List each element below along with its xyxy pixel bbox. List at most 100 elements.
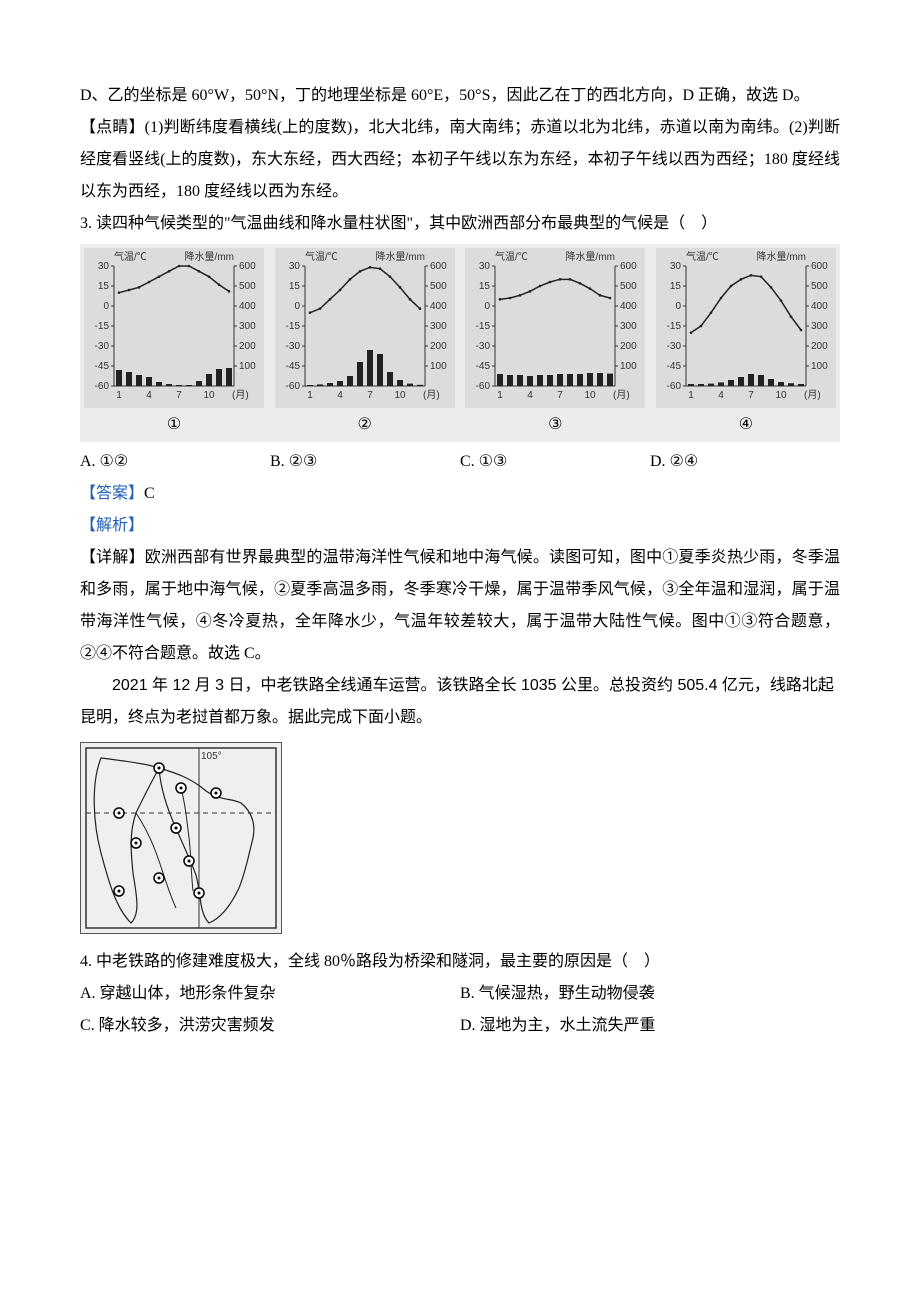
svg-text:200: 200 (811, 341, 828, 352)
chart-label-2: ② (275, 408, 455, 438)
svg-text:30: 30 (479, 261, 491, 272)
svg-text:500: 500 (620, 281, 637, 292)
svg-text:1: 1 (688, 390, 694, 401)
svg-text:4: 4 (528, 390, 534, 401)
svg-text:600: 600 (811, 261, 828, 272)
svg-text:400: 400 (239, 301, 256, 312)
climate-chart-1: 30150-15-30-45-6060050040030020010014710… (84, 248, 264, 408)
svg-text:-60: -60 (95, 381, 110, 392)
svg-text:200: 200 (430, 341, 447, 352)
svg-text:7: 7 (367, 390, 373, 401)
passage-line1: 2021 年 12 月 3 日，中老铁路全线通车运营。该铁路全长 1035 公里… (80, 670, 840, 702)
svg-text:(月): (月) (232, 389, 249, 401)
svg-text:气温/℃: 气温/℃ (686, 250, 719, 263)
svg-text:10: 10 (775, 390, 787, 401)
svg-text:15: 15 (479, 281, 491, 292)
svg-text:降水量/mm: 降水量/mm (566, 250, 615, 263)
svg-text:600: 600 (620, 261, 637, 272)
climate-chart-4: 30150-15-30-45-6060050040030020010014710… (656, 248, 836, 408)
svg-text:气温/℃: 气温/℃ (114, 250, 147, 263)
q4-choices-row2: C. 降水较多，洪涝灾害频发 D. 湿地为主，水土流失严重 (80, 1010, 840, 1042)
svg-text:7: 7 (558, 390, 564, 401)
svg-text:300: 300 (430, 321, 447, 332)
svg-text:300: 300 (811, 321, 828, 332)
svg-text:4: 4 (337, 390, 343, 401)
svg-text:300: 300 (620, 321, 637, 332)
svg-text:600: 600 (239, 261, 256, 272)
svg-text:500: 500 (811, 281, 828, 292)
svg-text:105°: 105° (201, 751, 222, 762)
climate-chart-row: 30150-15-30-45-6060050040030020010014710… (80, 244, 840, 442)
q3-choice-d: D. ②④ (650, 446, 840, 478)
svg-text:-30: -30 (476, 341, 491, 352)
svg-text:10: 10 (394, 390, 406, 401)
q4-choice-a: A. 穿越山体，地形条件复杂 (80, 978, 460, 1010)
svg-text:1: 1 (498, 390, 504, 401)
svg-text:10: 10 (585, 390, 597, 401)
q3-explain-label: 【解析】 (80, 510, 840, 542)
svg-text:15: 15 (670, 281, 682, 292)
svg-text:200: 200 (620, 341, 637, 352)
q4-choice-b: B. 气候湿热，野生动物侵袭 (460, 978, 840, 1010)
svg-text:15: 15 (289, 281, 301, 292)
svg-text:10: 10 (203, 390, 215, 401)
page: D、乙的坐标是 60°W，50°N，丁的地理坐标是 60°E，50°S，因此乙在… (0, 0, 920, 1302)
svg-text:-45: -45 (667, 361, 682, 372)
svg-text:-60: -60 (667, 381, 682, 392)
svg-text:400: 400 (430, 301, 447, 312)
svg-text:0: 0 (294, 301, 300, 312)
svg-text:1: 1 (116, 390, 122, 401)
chart-label-1: ① (84, 408, 264, 438)
q3-choice-a: A. ①② (80, 446, 270, 478)
chart-panel-3: 30150-15-30-45-6060050040030020010014710… (465, 248, 645, 438)
tip-paragraph: 【点睛】(1)判断纬度看横线(上的度数)，北大北纬，南大南纬；赤道以北为北纬，赤… (80, 112, 840, 208)
svg-text:-30: -30 (95, 341, 110, 352)
q3-choice-c: C. ①③ (460, 446, 650, 478)
svg-text:-60: -60 (476, 381, 491, 392)
svg-text:气温/℃: 气温/℃ (495, 250, 528, 263)
chart-label-3: ③ (465, 408, 645, 438)
svg-text:300: 300 (239, 321, 256, 332)
svg-text:500: 500 (239, 281, 256, 292)
svg-text:0: 0 (675, 301, 681, 312)
svg-text:7: 7 (748, 390, 754, 401)
svg-text:30: 30 (670, 261, 682, 272)
svg-text:-15: -15 (476, 321, 491, 332)
svg-text:-45: -45 (476, 361, 491, 372)
paragraph-d: D、乙的坐标是 60°W，50°N，丁的地理坐标是 60°E，50°S，因此乙在… (80, 80, 840, 112)
q3-detail: 【详解】欧洲西部有世界最典型的温带海洋性气候和地中海气候。读图可知，图中①夏季炎… (80, 542, 840, 670)
chart-label-4: ④ (656, 408, 836, 438)
map-svg: 105° (80, 742, 282, 934)
svg-text:-15: -15 (285, 321, 300, 332)
svg-text:600: 600 (430, 261, 447, 272)
svg-text:降水量/mm: 降水量/mm (185, 250, 234, 263)
svg-text:30: 30 (98, 261, 110, 272)
svg-text:4: 4 (718, 390, 724, 401)
map-figure: 105° (80, 742, 840, 934)
svg-text:-30: -30 (667, 341, 682, 352)
climate-chart-2: 30150-15-30-45-6060050040030020010014710… (275, 248, 455, 408)
passage-line2: 昆明，终点为老挝首都万象。据此完成下面小题。 (80, 702, 840, 734)
svg-text:15: 15 (98, 281, 110, 292)
q4-choice-d: D. 湿地为主，水土流失严重 (460, 1010, 840, 1042)
svg-text:(月): (月) (613, 389, 630, 401)
q3-choice-b: B. ②③ (270, 446, 460, 478)
svg-text:(月): (月) (423, 389, 440, 401)
svg-text:-45: -45 (95, 361, 110, 372)
svg-text:400: 400 (620, 301, 637, 312)
svg-text:降水量/mm: 降水量/mm (375, 250, 424, 263)
chart-panel-2: 30150-15-30-45-6060050040030020010014710… (275, 248, 455, 438)
chart-panel-1: 30150-15-30-45-6060050040030020010014710… (84, 248, 264, 438)
svg-text:100: 100 (430, 361, 447, 372)
q3-answer: 【答案】C (80, 478, 840, 510)
svg-text:100: 100 (239, 361, 256, 372)
q3-choices: A. ①② B. ②③ C. ①③ D. ②④ (80, 446, 840, 478)
svg-text:降水量/mm: 降水量/mm (757, 250, 806, 263)
svg-text:0: 0 (103, 301, 109, 312)
q4-choice-c: C. 降水较多，洪涝灾害频发 (80, 1010, 460, 1042)
svg-text:500: 500 (430, 281, 447, 292)
svg-text:-60: -60 (285, 381, 300, 392)
svg-text:0: 0 (485, 301, 491, 312)
answer-label: 【答案】 (80, 485, 144, 502)
svg-text:气温/℃: 气温/℃ (305, 250, 338, 263)
